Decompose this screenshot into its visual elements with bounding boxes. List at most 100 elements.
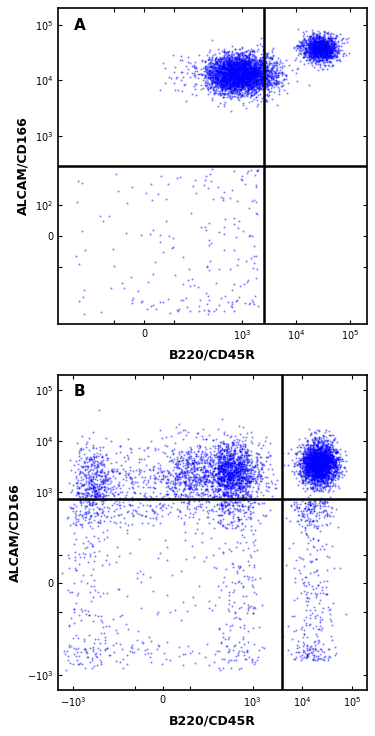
Point bbox=[236, 465, 242, 477]
Point bbox=[243, 66, 249, 78]
Point bbox=[316, 463, 322, 475]
Point bbox=[321, 46, 327, 57]
Point bbox=[253, 56, 259, 68]
Point bbox=[204, 63, 210, 74]
Point bbox=[213, 448, 219, 460]
Point bbox=[245, 473, 251, 484]
Point bbox=[228, 61, 234, 73]
Point bbox=[311, 52, 317, 64]
Point bbox=[264, 63, 270, 75]
Point bbox=[308, 462, 314, 474]
Point bbox=[257, 72, 263, 84]
Point bbox=[229, 77, 235, 88]
Point bbox=[235, 47, 241, 59]
Point bbox=[266, 70, 272, 82]
Point bbox=[224, 461, 230, 473]
Point bbox=[210, 51, 216, 63]
Point bbox=[317, 41, 323, 53]
Point bbox=[75, 474, 81, 486]
Point bbox=[240, 60, 246, 71]
Point bbox=[300, 471, 306, 483]
Point bbox=[297, 454, 303, 466]
Point bbox=[320, 440, 326, 452]
Point bbox=[217, 51, 223, 63]
Point bbox=[208, 531, 214, 543]
Point bbox=[255, 439, 261, 451]
Point bbox=[224, 522, 230, 534]
Point bbox=[237, 486, 243, 498]
Point bbox=[317, 648, 323, 659]
Point bbox=[170, 497, 176, 509]
Point bbox=[316, 643, 322, 655]
Point bbox=[297, 467, 303, 479]
Point bbox=[92, 485, 98, 497]
Point bbox=[329, 457, 335, 469]
Point bbox=[215, 54, 221, 66]
Point bbox=[255, 74, 261, 85]
Point bbox=[251, 68, 257, 80]
Point bbox=[228, 72, 234, 84]
Point bbox=[243, 455, 249, 467]
Point bbox=[231, 445, 237, 457]
Point bbox=[202, 68, 208, 80]
Point bbox=[328, 476, 334, 488]
Point bbox=[217, 445, 223, 456]
Point bbox=[324, 37, 330, 49]
Point bbox=[225, 77, 231, 88]
Point bbox=[294, 472, 300, 484]
Point bbox=[312, 49, 318, 61]
Point bbox=[243, 78, 249, 90]
Point bbox=[76, 481, 82, 493]
Point bbox=[234, 58, 240, 70]
Point bbox=[312, 441, 318, 453]
Point bbox=[218, 461, 224, 473]
Point bbox=[293, 500, 299, 512]
Point bbox=[312, 461, 318, 473]
Point bbox=[244, 63, 250, 74]
Point bbox=[304, 435, 310, 447]
Point bbox=[304, 459, 310, 471]
Point bbox=[314, 466, 320, 478]
Point bbox=[266, 85, 272, 97]
Point bbox=[258, 66, 264, 77]
Point bbox=[314, 48, 320, 60]
Point bbox=[232, 577, 238, 589]
Point bbox=[240, 458, 246, 470]
Point bbox=[310, 40, 316, 52]
Point bbox=[214, 80, 220, 92]
Point bbox=[273, 71, 279, 82]
Point bbox=[325, 470, 331, 482]
Point bbox=[93, 471, 99, 483]
Point bbox=[76, 450, 82, 462]
Point bbox=[327, 445, 333, 456]
Point bbox=[330, 469, 336, 481]
Point bbox=[304, 472, 310, 484]
Point bbox=[322, 470, 328, 482]
Point bbox=[247, 79, 253, 91]
Point bbox=[235, 253, 241, 265]
Point bbox=[307, 548, 313, 559]
Point bbox=[315, 460, 321, 472]
Point bbox=[303, 457, 309, 469]
Point bbox=[99, 470, 105, 482]
Point bbox=[225, 296, 231, 308]
Point bbox=[309, 38, 315, 50]
Point bbox=[244, 75, 250, 87]
Point bbox=[218, 66, 224, 78]
Point bbox=[101, 627, 107, 639]
Point bbox=[322, 40, 328, 52]
Point bbox=[205, 65, 211, 77]
Point bbox=[320, 38, 326, 49]
Point bbox=[245, 79, 251, 91]
Point bbox=[222, 459, 228, 470]
Point bbox=[304, 47, 310, 59]
Point bbox=[232, 477, 238, 489]
Point bbox=[276, 77, 282, 88]
Point bbox=[253, 81, 259, 93]
Point bbox=[249, 63, 255, 74]
Point bbox=[303, 468, 309, 480]
Point bbox=[243, 477, 249, 489]
Point bbox=[320, 458, 326, 470]
Point bbox=[316, 594, 322, 606]
Point bbox=[225, 498, 231, 510]
